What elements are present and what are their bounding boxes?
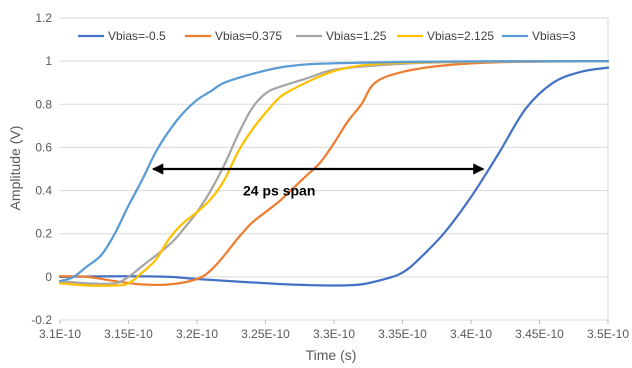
y-tick-label: 0.8: [35, 97, 52, 111]
legend-label: Vbias=-0.5: [108, 29, 166, 43]
x-tick-label: 3.4E-10: [450, 327, 492, 341]
x-tick-label: 3.5E-10: [587, 327, 629, 341]
legend-label: Vbias=2.125: [427, 29, 494, 43]
x-tick-label: 3.35E-10: [378, 327, 427, 341]
y-tick-label: -0.2: [31, 313, 52, 327]
series-line-0: [58, 66, 610, 287]
series-line-3: [58, 60, 610, 287]
legend-label: Vbias=0.375: [215, 29, 282, 43]
axes: -0.2 0 0.2 0.4 0.6 0.8 1 1.2 3.1E-10 3.15E-10 3.2E…: [31, 11, 629, 341]
x-axis-title: Time (s): [306, 347, 357, 363]
y-tick-label: 0.6: [35, 140, 52, 154]
y-tick-label: 0.4: [35, 184, 52, 198]
y-axis-title: Amplitude (V): [7, 126, 23, 211]
series-line-2: [58, 60, 610, 286]
legend-label: Vbias=1.25: [326, 29, 387, 43]
x-tick-label: 3.15E-10: [104, 327, 153, 341]
y-tick-label: 1.2: [35, 11, 52, 25]
y-tick-label: 1: [45, 54, 52, 68]
x-tick-label: 3.3E-10: [313, 327, 355, 341]
legend-label: Vbias=3: [532, 29, 576, 43]
y-tick-label: 0: [45, 270, 52, 284]
x-tick-label: 3.45E-10: [515, 327, 564, 341]
annotations: 24 ps span: [152, 163, 485, 199]
series-lines: [58, 60, 610, 287]
span-annotation-label: 24 ps span: [243, 183, 315, 199]
x-tick-label: 3.2E-10: [176, 327, 218, 341]
series-line-4: [58, 60, 610, 283]
x-tick-label: 3.1E-10: [39, 327, 81, 341]
x-tick-label: 3.25E-10: [241, 327, 290, 341]
series-line-1: [58, 60, 610, 287]
y-tick-label: 0.2: [35, 227, 52, 241]
legend: Vbias=-0.5 Vbias=0.375 Vbias=1.25 Vbias=2.1…: [78, 29, 576, 43]
